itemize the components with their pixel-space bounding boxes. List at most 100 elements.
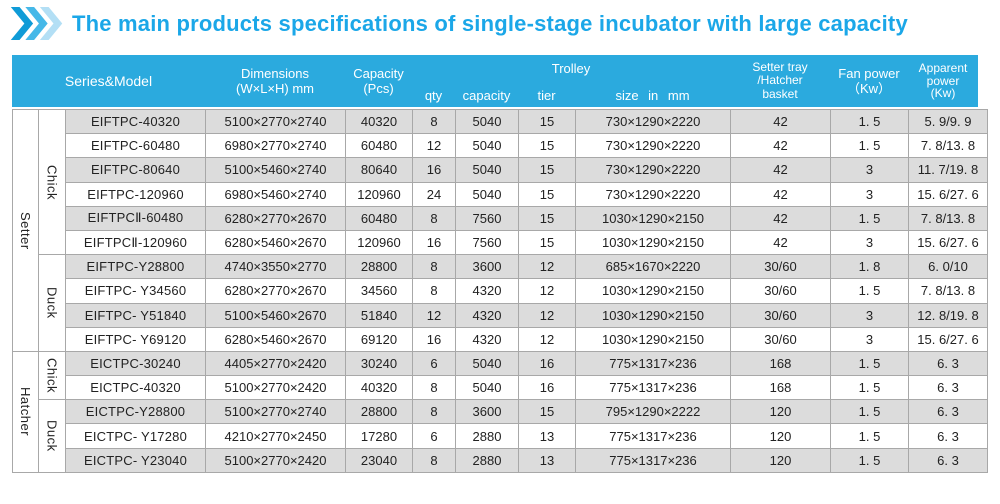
cell-fan: 1. 5	[830, 108, 909, 135]
header-dimensions-line1: Dimensions	[241, 65, 309, 81]
cell-size: 775×1317×236	[575, 447, 731, 473]
table-row: EIFTPC-120960 6980×5460×2740 120960 24 5040 1…	[13, 181, 988, 207]
header-trolley-label: Trolley	[551, 61, 591, 76]
cell-fan: 3	[830, 302, 909, 328]
table-header: Series&Model Dimensions (W×L×H) mm Capac…	[12, 55, 978, 107]
cell-apparent: 15. 6/27. 6	[908, 229, 988, 256]
cell-fan: 1. 5	[830, 350, 909, 377]
header-apparent-line1: Apparent	[918, 60, 968, 75]
type-group-label: Chick	[38, 350, 66, 401]
cell-qty: 12	[412, 302, 456, 328]
cell-apparent: 6. 3	[908, 447, 988, 473]
cell-tier: 12	[518, 278, 576, 304]
table-row: EICTPC-40320 5100×2770×2420 40320 8 5040 16 77…	[13, 375, 988, 401]
table-row: Setter Chick EIFTPC-40320 5100×2770×2740 403…	[12, 108, 988, 352]
table-row: Hatcher Chick EICTPC-30240 4405×2770×2420 30…	[12, 350, 988, 473]
cell-capacity_pcs: 120960	[345, 229, 413, 256]
cell-fan: 3	[830, 181, 909, 207]
header-fan-line1: Fan power	[838, 65, 900, 81]
cell-qty: 6	[412, 423, 456, 449]
header-tray-line2: /Hatcher	[757, 73, 803, 88]
cell-capacity_pcs: 40320	[345, 108, 413, 135]
cell-tray: 168	[730, 350, 831, 377]
cell-size: 730×1290×2220	[575, 157, 731, 183]
type-group-label: Duck	[38, 399, 66, 473]
cell-dims: 6280×5460×2670	[205, 326, 346, 352]
cell-size: 1030×1290×2150	[575, 205, 731, 231]
cell-trolley_capacity: 2880	[455, 423, 519, 449]
type-group-label: Duck	[38, 254, 66, 352]
cell-dims: 6280×2770×2670	[205, 205, 346, 231]
cell-tray: 42	[730, 108, 831, 135]
cell-tray: 42	[730, 181, 831, 207]
cell-tray: 30/60	[730, 302, 831, 328]
header-series-model: Series&Model	[12, 55, 205, 107]
title-row: The main products specifications of sing…	[10, 7, 908, 40]
table-row: EIFTPC- Y69120 6280×5460×2670 69120 16 4320 1…	[13, 326, 988, 352]
cell-dims: 6280×5460×2670	[205, 229, 346, 256]
cell-dims: 6980×2770×2740	[205, 133, 346, 159]
cell-tier: 12	[518, 254, 576, 280]
cell-trolley_capacity: 5040	[455, 350, 519, 377]
cell-tray: 42	[730, 157, 831, 183]
cell-fan: 3	[830, 229, 909, 256]
cell-fan: 1. 5	[830, 205, 909, 231]
cell-model: EIFTPC-120960	[65, 181, 206, 207]
table-row: EIFTPC- Y51840 5100×5460×2670 51840 12 4320 1…	[13, 302, 988, 328]
cell-size: 730×1290×2220	[575, 108, 731, 135]
cell-tray: 120	[730, 447, 831, 473]
cell-trolley_capacity: 5040	[455, 133, 519, 159]
cell-trolley_capacity: 3600	[455, 254, 519, 280]
cell-qty: 16	[412, 326, 456, 352]
cell-apparent: 6. 3	[908, 399, 988, 425]
cell-model: EICTPC-Y28800	[65, 399, 206, 425]
cell-trolley_capacity: 5040	[455, 157, 519, 183]
cell-size: 730×1290×2220	[575, 181, 731, 207]
cell-tier: 15	[518, 133, 576, 159]
cell-fan: 1. 5	[830, 447, 909, 473]
cell-tier: 15	[518, 229, 576, 256]
triple-chevron-icon	[10, 7, 63, 40]
cell-tray: 30/60	[730, 278, 831, 304]
cell-fan: 1. 5	[830, 375, 909, 401]
cell-tier: 15	[518, 157, 576, 183]
cell-tier: 12	[518, 302, 576, 328]
cell-apparent: 7. 8/13. 8	[908, 278, 988, 304]
table-row: EIFTPCⅡ-60480 6280×2770×2670 60480 8 7560 15 1…	[13, 205, 988, 231]
cell-size: 775×1317×236	[575, 375, 731, 401]
cell-apparent: 15. 6/27. 6	[908, 326, 988, 352]
cell-qty: 8	[412, 205, 456, 231]
cell-fan: 1. 8	[830, 254, 909, 280]
cell-tier: 15	[518, 399, 576, 425]
cell-capacity_pcs: 69120	[345, 326, 413, 352]
cell-dims: 4405×2770×2420	[205, 350, 346, 377]
cell-tray: 30/60	[730, 254, 831, 280]
cell-qty: 12	[412, 133, 456, 159]
table-row: EIFTPC-80640 5100×5460×2740 80640 16 5040 15 7…	[13, 157, 988, 183]
cell-fan: 1. 5	[830, 399, 909, 425]
cell-tier: 16	[518, 350, 576, 377]
header-capacity-sub: capacity	[462, 87, 511, 103]
cell-trolley_capacity: 7560	[455, 205, 519, 231]
cell-size: 1030×1290×2150	[575, 326, 731, 352]
cell-dims: 4740×3550×2770	[205, 254, 346, 280]
cell-qty: 16	[412, 157, 456, 183]
cell-trolley_capacity: 3600	[455, 399, 519, 425]
cell-model: EIFTPC- Y34560	[65, 278, 206, 304]
cell-trolley_capacity: 5040	[455, 108, 519, 135]
cell-model: EIFTPCⅡ-60480	[65, 205, 206, 231]
header-tray-line1: Setter tray	[752, 59, 808, 74]
cell-trolley_capacity: 2880	[455, 447, 519, 473]
cell-size: 795×1290×2222	[575, 399, 731, 425]
cell-apparent: 12. 8/19. 8	[908, 302, 988, 328]
table-row: EICTPC- Y17280 4210×2770×2450 17280 6 2880 13…	[13, 423, 988, 449]
header-apparent-line2: power	[926, 73, 960, 88]
header-fan-line2: （Kw）	[846, 81, 892, 96]
cell-dims: 4210×2770×2450	[205, 423, 346, 449]
table-row: Duck EICTPC-Y28800 5100×2770×2740 28800 8 360…	[13, 399, 988, 473]
table-row: EIFTPC- Y34560 6280×2770×2670 34560 8 4320 12…	[13, 278, 988, 304]
cell-model: EIFTPC-40320	[65, 108, 206, 135]
cell-size: 1030×1290×2150	[575, 302, 731, 328]
cell-apparent: 6. 3	[908, 423, 988, 449]
header-tier: tier	[537, 87, 556, 103]
